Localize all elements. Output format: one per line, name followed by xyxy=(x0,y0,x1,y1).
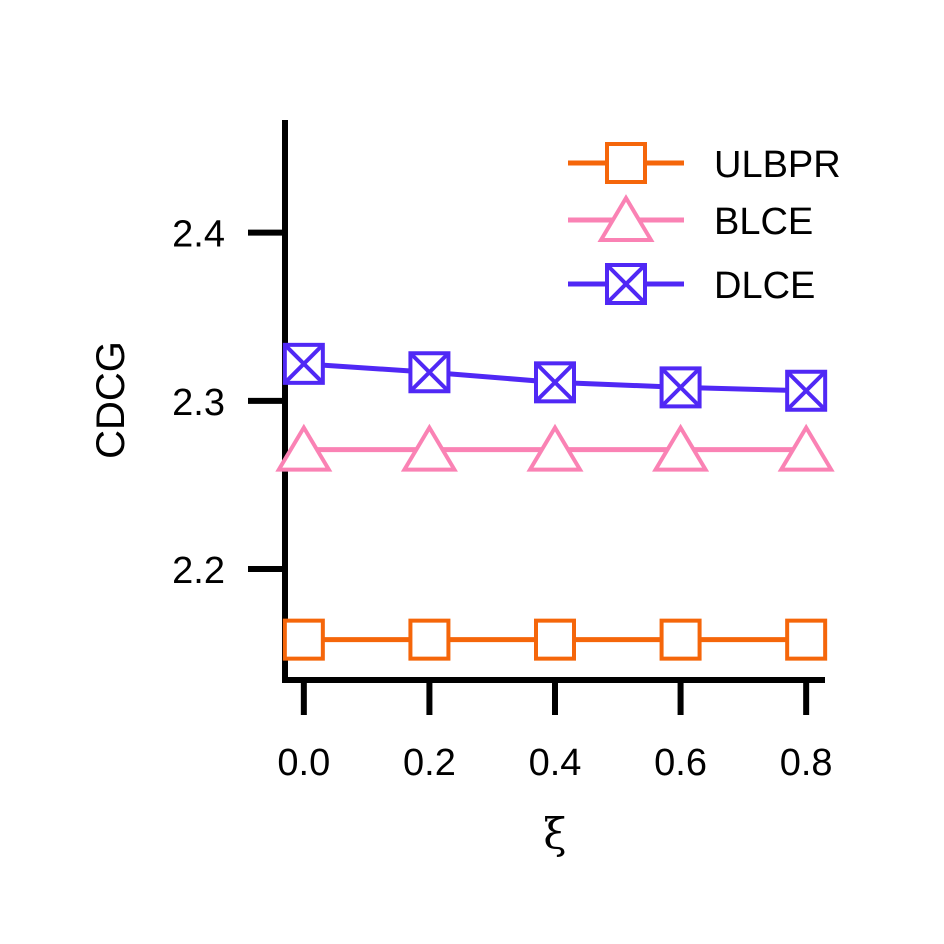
y-tick-label: 2.2 xyxy=(172,550,225,592)
data-point-dlce xyxy=(282,342,325,385)
data-point-dlce-cross-b xyxy=(660,366,701,408)
legend-marker-dlce xyxy=(605,263,647,305)
data-point-ulbpr xyxy=(534,618,576,661)
data-point-dlce xyxy=(659,366,702,409)
y-axis-label: CDCG xyxy=(89,341,133,459)
series-ulbpr xyxy=(282,618,828,661)
legend-marker-blce xyxy=(597,194,655,242)
data-point-ulbpr xyxy=(408,618,451,661)
legend-item-ulbpr: ULBPR xyxy=(568,142,841,186)
data-point-ulbpr xyxy=(785,618,828,661)
x-tick-label: 0.4 xyxy=(529,742,582,784)
data-point-dlce-cross-b xyxy=(534,361,576,403)
x-tick-label: 0.2 xyxy=(403,742,456,784)
series-layer xyxy=(275,342,835,661)
legend-label-dlce: DLCE xyxy=(714,265,815,307)
x-tick-label: 0.0 xyxy=(277,742,330,784)
data-point-dlce xyxy=(785,369,828,412)
data-point-ulbpr xyxy=(659,618,702,661)
legend-item-dlce: DLCE xyxy=(568,263,815,307)
legend-item-blce: BLCE xyxy=(568,194,813,243)
legend-label-blce: BLCE xyxy=(714,201,813,243)
data-point-dlce xyxy=(534,361,576,404)
data-point-dlce-cross-b xyxy=(409,351,450,393)
legend-label-ulbpr: ULBPR xyxy=(714,144,841,186)
data-point-blce xyxy=(275,423,333,472)
data-point-blce xyxy=(526,423,584,472)
data-point-ulbpr xyxy=(282,618,325,661)
data-point-dlce xyxy=(408,351,451,394)
legend-marker-ulbpr xyxy=(605,142,647,184)
legend-marker-dlce-cross-b xyxy=(605,263,647,305)
data-point-dlce-cross-b xyxy=(283,343,325,385)
y-tick-label: 2.3 xyxy=(172,382,225,424)
data-point-dlce-cross-b xyxy=(785,370,827,412)
data-point-blce xyxy=(400,423,458,472)
data-point-blce xyxy=(777,423,835,472)
x-tick-label: 0.6 xyxy=(654,742,707,784)
legend: ULBPR BLCE DLCE xyxy=(568,142,841,307)
y-tick-label: 2.4 xyxy=(172,214,225,256)
series-blce xyxy=(275,423,835,472)
x-tick-label: 0.8 xyxy=(780,742,833,784)
series-dlce xyxy=(282,342,828,412)
axes: 2.2 2.3 2.4 0.0 0.2 0.4 0.6 0.8 xyxy=(172,120,833,784)
data-point-blce xyxy=(652,423,710,472)
x-axis-label: ξ xyxy=(543,809,566,858)
